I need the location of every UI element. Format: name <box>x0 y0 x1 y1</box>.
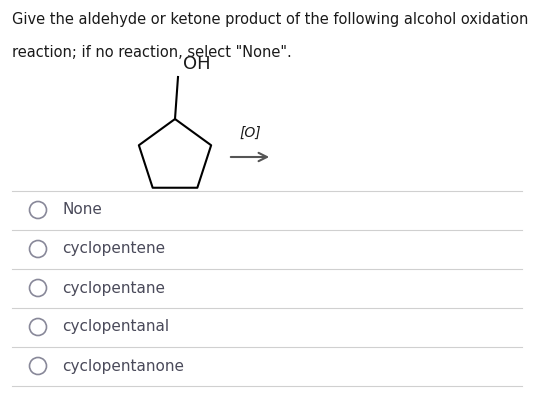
Text: None: None <box>62 203 102 218</box>
Text: cyclopentanal: cyclopentanal <box>62 319 169 335</box>
Text: cyclopentane: cyclopentane <box>62 281 165 295</box>
Text: [O]: [O] <box>239 126 261 140</box>
Text: cyclopentanone: cyclopentanone <box>62 358 184 374</box>
Text: reaction; if no reaction, select "None".: reaction; if no reaction, select "None". <box>12 45 292 60</box>
Text: OH: OH <box>183 55 210 73</box>
Text: Give the aldehyde or ketone product of the following alcohol oxidation: Give the aldehyde or ketone product of t… <box>12 12 528 27</box>
Text: cyclopentene: cyclopentene <box>62 241 165 257</box>
